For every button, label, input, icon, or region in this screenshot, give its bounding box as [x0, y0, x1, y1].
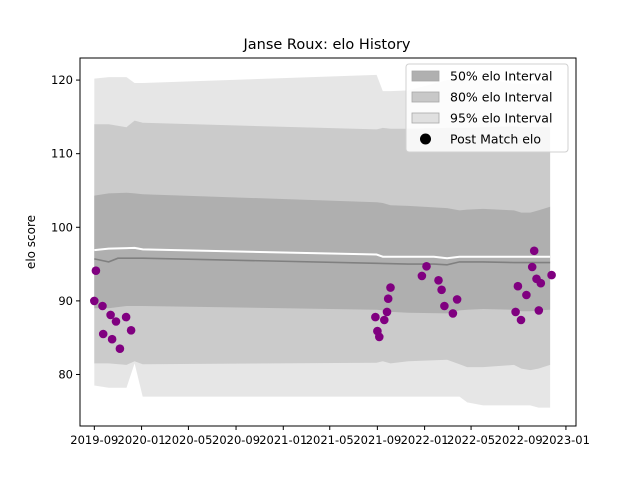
post-match-elo-point [534, 306, 544, 315]
x-tick-label: 2020-01 [118, 433, 166, 447]
legend-label: Post Match elo [450, 132, 541, 147]
chart-title: Janse Roux: elo History [242, 37, 410, 53]
post-match-elo-point [91, 266, 101, 276]
post-match-elo-point [106, 310, 115, 320]
post-match-elo-point [375, 332, 384, 342]
post-match-elo-point [386, 283, 395, 292]
post-match-elo-point [452, 295, 462, 304]
x-tick-label: 2021-05 [306, 433, 354, 447]
post-match-elo-point [98, 301, 107, 311]
y-axis-label: elo score [24, 215, 38, 269]
post-match-elo-point [522, 290, 531, 300]
post-match-elo-point [448, 309, 458, 318]
post-match-elo-point [511, 307, 520, 317]
post-match-elo-point [417, 271, 427, 281]
x-tick-label: 2020-05 [164, 433, 212, 447]
post-match-elo-point [98, 329, 108, 339]
y-tick-label: 100 [51, 220, 73, 234]
legend: 50% elo Interval 80% elo Interval 95% elo … [405, 63, 569, 153]
legend-swatch [411, 70, 440, 82]
x-tick-label: 2022-05 [447, 433, 495, 447]
legend-swatch [411, 91, 440, 103]
y-tick-label: 80 [58, 367, 73, 381]
post-match-elo-point [529, 246, 539, 256]
plot-area [90, 74, 556, 408]
y-tick-label: 90 [58, 294, 73, 308]
y-tick-label: 110 [51, 147, 73, 161]
legend-label: 95% elo Interval [450, 111, 552, 126]
legend-marker [420, 133, 431, 145]
post-match-elo-point [536, 278, 546, 288]
post-match-elo-point [547, 270, 556, 280]
x-tick-label: 2022-01 [401, 433, 449, 447]
legend-label: 80% elo Interval [450, 90, 552, 105]
post-match-elo-point [434, 276, 443, 285]
legend-label: 50% elo Interval [450, 69, 552, 84]
post-match-elo-point [516, 315, 526, 325]
post-match-elo-point [371, 312, 380, 322]
y-axis: 80 90 100 110 120 [51, 73, 80, 381]
post-match-elo-point [422, 262, 431, 271]
x-tick-label: 2021-01 [259, 433, 307, 447]
x-tick-label: 2020-09 [212, 433, 260, 447]
median-elo-line [94, 246, 551, 260]
legend-frame [405, 63, 569, 153]
post-match-elo-point [513, 281, 523, 291]
post-match-elo-point [383, 294, 393, 304]
post-match-elo-point [121, 312, 131, 322]
x-tick-label: 2022-09 [495, 433, 543, 447]
post-match-elo-point [107, 334, 117, 344]
mean-elo-line [94, 257, 551, 266]
y-tick-label: 120 [51, 73, 73, 87]
x-tick-label: 2019-09 [70, 433, 118, 447]
post-match-elo-point [382, 307, 392, 317]
axes-frame [79, 57, 577, 427]
legend-swatch [411, 112, 440, 124]
post-match-elo-point [527, 262, 537, 272]
post-match-elo-point [111, 317, 121, 326]
post-match-elo-point [380, 315, 389, 325]
post-match-elo-point [126, 326, 136, 335]
post-match-elo-point [115, 344, 125, 354]
plot-content [90, 74, 556, 408]
post-match-elo-point [90, 296, 99, 306]
x-tick-label: 2021-09 [353, 433, 401, 447]
post-match-elo-point [440, 301, 449, 311]
x-tick-label: 2023-01 [542, 433, 590, 447]
post-match-elo-point [437, 285, 446, 295]
